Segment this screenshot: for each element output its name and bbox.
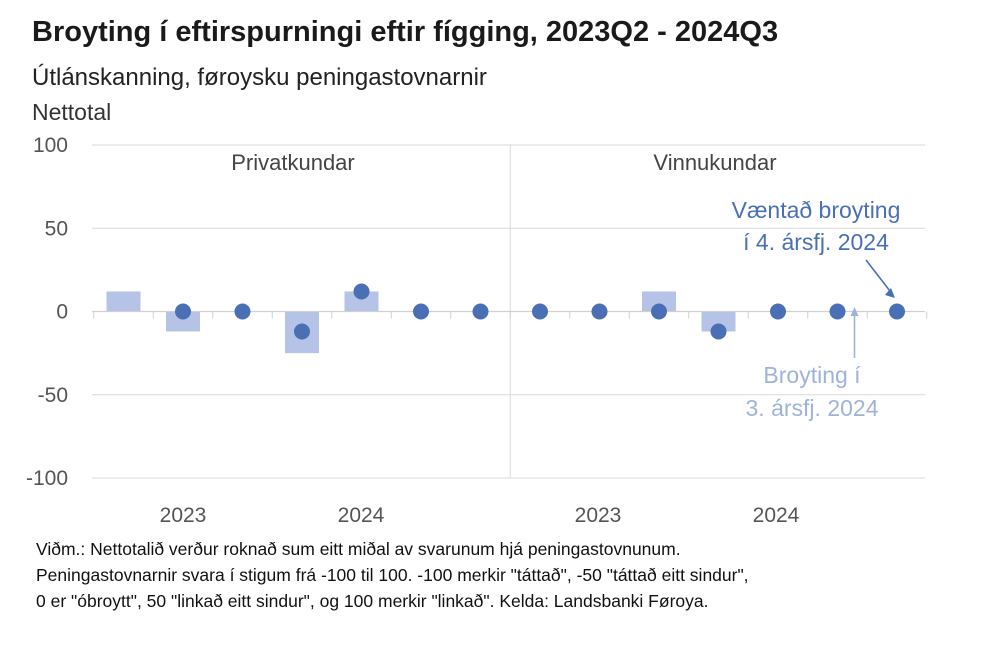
footnote-line-1: Viðm.: Nettotalið verður roknað sum eitt…: [36, 539, 681, 559]
data-point: [591, 303, 608, 320]
annotation-expected-arrow: [865, 259, 894, 296]
bar: [701, 311, 736, 332]
annotation-expected-line-1: Væntað broyting: [732, 197, 901, 223]
footnote-line-3: 0 er "óbroytt", 50 "linkað eitt sindur",…: [36, 591, 709, 611]
x-year-label: 2023: [160, 504, 207, 527]
panel-label: Vinnukundar: [653, 150, 776, 175]
y-tick-label: 50: [45, 217, 68, 240]
data-point: [353, 283, 370, 300]
annotation-expected-line-2: í 4. ársfj. 2024: [743, 229, 889, 255]
bar: [166, 311, 200, 332]
data-point: [294, 323, 310, 340]
data-point: [234, 303, 251, 320]
y-tick-label: -100: [26, 467, 68, 490]
data-point: [532, 303, 548, 320]
data-point: [175, 303, 191, 320]
footnote: Viðm.: Nettotalið verður roknað sum eitt…: [36, 536, 966, 614]
data-point: [651, 303, 667, 320]
data-point: [472, 303, 489, 320]
y-tick-label: 0: [56, 301, 68, 324]
data-point: [413, 303, 429, 320]
bar: [344, 291, 379, 312]
x-year-label: 2023: [575, 504, 622, 527]
chart-subtitle: Útlánskanning, føroysku peningastovnarni…: [32, 64, 487, 91]
y-tick-label: 100: [33, 134, 68, 157]
bar: [642, 291, 676, 312]
x-year-label: 2024: [338, 504, 385, 527]
data-point: [889, 303, 905, 320]
x-year-label: 2024: [753, 504, 800, 527]
annotation-actual-arrowhead: [850, 307, 859, 316]
chart-plot-area: 100 50 0 -50 -100 Privatkundar Vinnukundar 2023…: [26, 134, 928, 527]
bar: [106, 291, 141, 312]
data-point: [829, 303, 846, 320]
data-point: [770, 303, 786, 320]
annotation-expected-arrowhead: [885, 288, 895, 298]
y-axis-unit-label: Nettotal: [32, 99, 112, 125]
annotation-actual-line-1: Broyting í: [763, 362, 861, 388]
y-tick-label: -50: [38, 384, 68, 407]
footnote-line-2: Peningastovnarnir svara í stigum frá -10…: [36, 565, 749, 585]
chart-title: Broyting í eftirspurningi eftir fígging,…: [32, 16, 779, 48]
data-point: [710, 323, 727, 340]
annotation-actual-line-2: 3. ársfj. 2024: [746, 395, 879, 421]
panel-label: Privatkundar: [231, 150, 355, 175]
